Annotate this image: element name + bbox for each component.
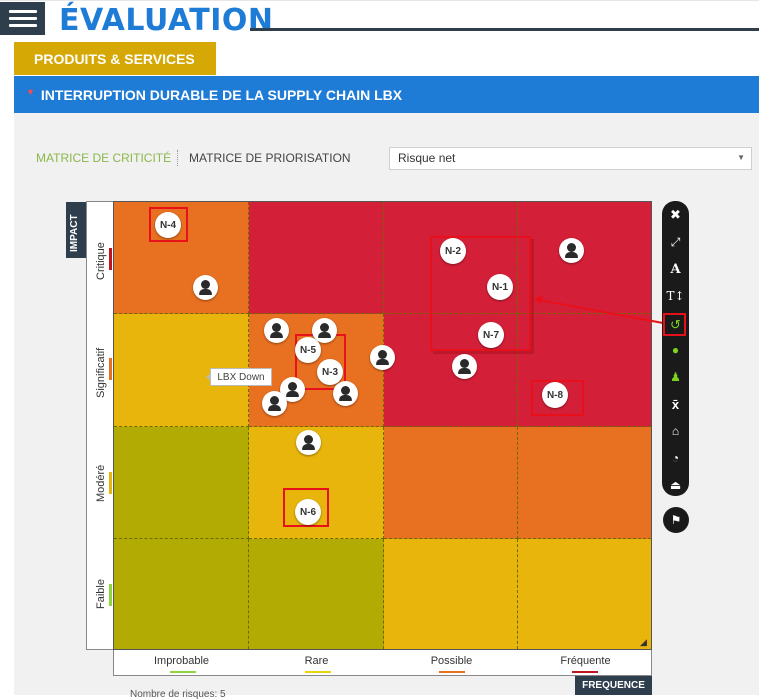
risk-badge-n4[interactable]: N-4: [155, 212, 181, 238]
frequence-axis-tag: FREQUENCE: [575, 676, 652, 695]
chevron-down-icon: ▼: [737, 153, 745, 162]
title-underline: [250, 28, 759, 31]
y-label-modere: Modéré: [95, 464, 107, 502]
person-marker[interactable]: [333, 381, 358, 406]
person-marker[interactable]: [452, 354, 477, 379]
cell-r1-c3: [518, 314, 651, 427]
filter-icon[interactable]: ⚑: [663, 507, 689, 533]
risk-badge-n5[interactable]: N-5: [295, 337, 321, 363]
risk-badge-n8[interactable]: N-8: [542, 382, 568, 408]
highlight-n6: [283, 488, 329, 527]
person-marker[interactable]: [559, 238, 584, 263]
hamburger-menu-button[interactable]: [0, 2, 45, 35]
x-marker-possible: [439, 671, 465, 673]
cell-r2-c3: [518, 427, 651, 539]
tab-produits-services[interactable]: PRODUITS & SERVICES: [14, 42, 216, 75]
cell-r0-c3: [518, 202, 651, 314]
bank-icon[interactable]: ⌂: [671, 424, 680, 438]
risk-badge-n2[interactable]: N-2: [440, 238, 466, 264]
x-label-frequente: Fréquente: [560, 655, 611, 667]
criticality-matrix: [113, 201, 652, 650]
highlight-history-tool: [663, 313, 686, 336]
font-icon[interactable]: A: [670, 261, 681, 277]
section-header[interactable]: ▼ INTERRUPTION DURABLE DE LA SUPPLY CHAI…: [14, 76, 759, 113]
x-bar-icon[interactable]: x̄: [671, 396, 680, 412]
y-marker-modere: [109, 472, 112, 494]
menu-line: [8, 17, 37, 20]
section-title: INTERRUPTION DURABLE DE LA SUPPLY CHAIN …: [40, 86, 403, 103]
cell-r0-c1: [249, 202, 384, 314]
risk-badge-n7[interactable]: N-7: [478, 322, 504, 348]
highlight-group-n1-n2-n7: [430, 236, 531, 351]
x-label-possible: Possible: [430, 655, 473, 667]
top-rule: [0, 0, 759, 1]
x-label-improbable: Improbable: [153, 655, 210, 667]
matrix-toolbar: ✖ ⤢ A T↕ ↺ ● ♟ x̄ ⌂ ◔ ⏏: [662, 201, 689, 496]
annotation-arrow: [533, 295, 664, 324]
cell-r0-c0: [114, 202, 249, 314]
resize-grip-icon[interactable]: ◢: [640, 637, 647, 647]
x-marker-frequente: [572, 671, 598, 673]
x-label-rare: Rare: [304, 655, 329, 667]
impact-axis-title: IMPACT: [69, 214, 80, 252]
person-marker[interactable]: [296, 430, 321, 455]
risk-badge-n3[interactable]: N-3: [317, 359, 343, 385]
y-marker-significatif: [109, 358, 112, 380]
cell-r3-c0: [114, 539, 249, 649]
risk-badge-n1[interactable]: N-1: [487, 274, 513, 300]
highlight-n4: [149, 207, 188, 242]
x-axis: Improbable Rare Possible Fréquente: [113, 650, 652, 676]
y-label-critique: Critique: [95, 242, 107, 280]
y-label-faible: Faible: [95, 579, 107, 609]
person-marker[interactable]: [262, 391, 287, 416]
user-group-icon[interactable]: ♟: [670, 370, 681, 384]
cell-r2-c0: [114, 427, 249, 539]
impact-axis-tag: IMPACT: [66, 202, 86, 258]
risk-type-select[interactable]: Risque net ▼: [389, 147, 752, 170]
dashboard-icon[interactable]: ◔: [671, 451, 680, 465]
y-marker-critique: [109, 248, 112, 270]
expand-icon[interactable]: ⤢: [670, 234, 681, 249]
history-icon[interactable]: ↺: [670, 317, 681, 332]
home-upload-icon[interactable]: ⏏: [669, 478, 682, 492]
person-marker[interactable]: [312, 318, 337, 343]
cell-r3-c1: [249, 539, 384, 649]
close-icon[interactable]: ✖: [670, 207, 681, 222]
menu-line: [8, 10, 37, 13]
caret-down-icon: ▼: [26, 86, 35, 97]
person-marker[interactable]: [193, 275, 218, 300]
risk-tooltip: LBX Down: [206, 368, 272, 386]
text-size-icon[interactable]: T↕: [666, 289, 685, 303]
y-axis: Critique Significatif Modéré Faible: [86, 201, 113, 650]
person-marker[interactable]: [264, 318, 289, 343]
cell-r3-c2: [384, 539, 518, 649]
x-marker-improbable: [170, 671, 196, 673]
cell-r3-c3: [518, 539, 651, 649]
user-icon[interactable]: ●: [671, 343, 680, 357]
person-marker[interactable]: [370, 345, 395, 370]
y-marker-faible: [109, 584, 112, 606]
tab-separator: [177, 150, 178, 166]
x-marker-rare: [305, 671, 331, 673]
select-value: Risque net: [398, 151, 456, 165]
y-label-significatif: Significatif: [95, 347, 107, 398]
cell-r2-c2: [384, 427, 518, 539]
highlight-n8: [531, 380, 584, 416]
tab-matrice-priorisation[interactable]: MATRICE DE PRIORISATION: [189, 151, 351, 165]
page-title: ÉVALUATION: [59, 3, 274, 38]
tab-matrice-criticite[interactable]: MATRICE DE CRITICITÉ: [36, 151, 172, 165]
risk-badge-n6[interactable]: N-6: [295, 499, 321, 525]
arrow-head: [533, 295, 543, 304]
menu-line: [8, 24, 37, 27]
arrow-line: [538, 299, 664, 324]
